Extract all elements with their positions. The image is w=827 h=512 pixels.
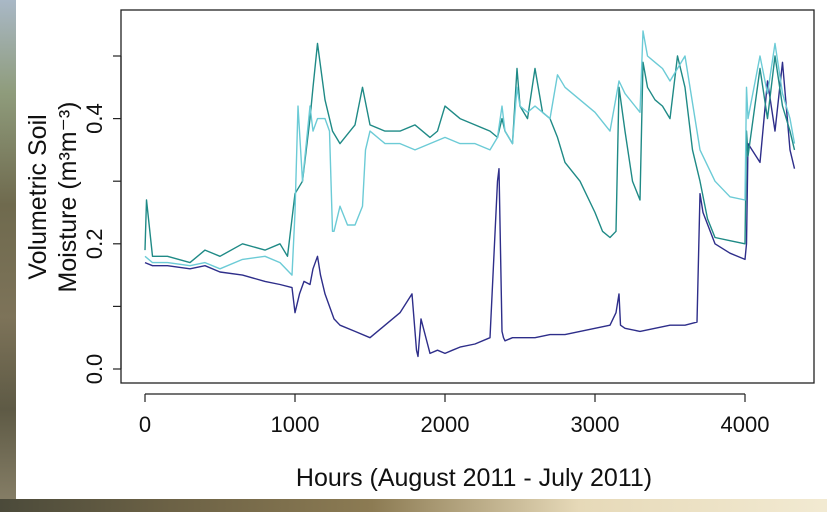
series-layer (144, 30, 796, 358)
x-tick-label: 1000 (271, 412, 320, 437)
x-tick-label: 2000 (421, 412, 470, 437)
background-photo-left (0, 0, 16, 512)
x-tick-label: 3000 (571, 412, 620, 437)
series-line-1 (144, 61, 796, 358)
plot-frame (120, 9, 815, 384)
series-line-3 (144, 30, 796, 276)
y-axis: 0.0 0.2 0.4 (82, 55, 122, 385)
x-tick-label: 4000 (721, 412, 770, 437)
series-line-2 (144, 42, 796, 264)
y-axis-label-line2: Moisture (m³m⁻³) (54, 102, 82, 293)
x-tick-label: 0 (139, 412, 151, 437)
x-axis-label: Hours (August 2011 - July 2011) (296, 464, 652, 492)
y-axis-label-line1: Volumetric Soil (24, 114, 52, 279)
y-tick-label: 0.0 (82, 354, 107, 385)
background-photo-bottom (0, 499, 827, 512)
y-tick-label: 0.2 (82, 229, 107, 260)
x-axis: 0 1000 2000 3000 4000 (139, 393, 770, 437)
y-tick-label: 0.4 (82, 103, 107, 134)
